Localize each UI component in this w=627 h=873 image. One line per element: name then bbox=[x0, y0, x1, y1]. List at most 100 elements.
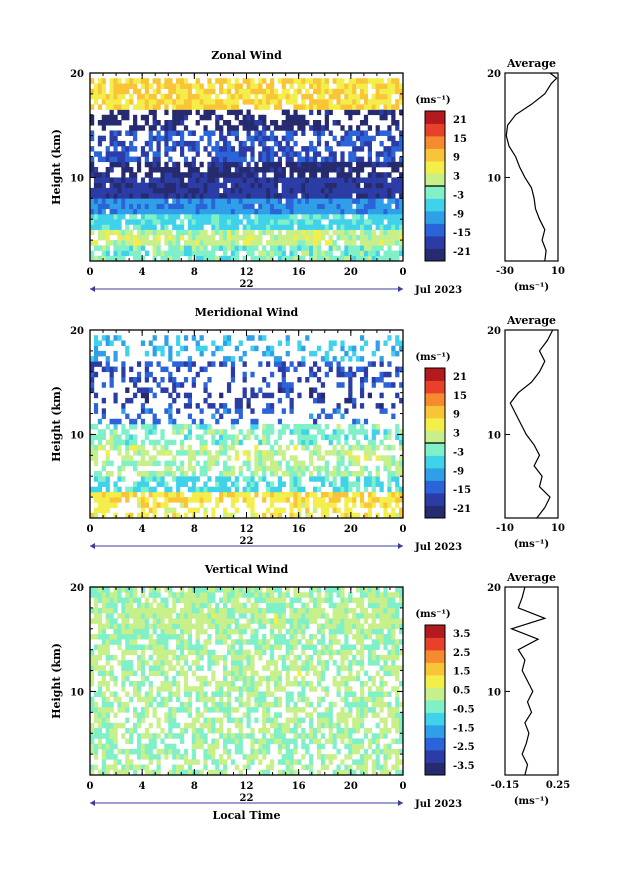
heatmap-cell bbox=[344, 240, 349, 246]
heatmap-cell bbox=[203, 387, 208, 393]
heatmap-cell bbox=[226, 161, 232, 168]
heatmap-cell bbox=[340, 161, 345, 168]
heatmap-cell bbox=[258, 250, 263, 257]
heatmap-cell bbox=[399, 491, 404, 498]
heatmap-cell bbox=[195, 460, 200, 467]
heatmap-cell bbox=[113, 497, 118, 503]
heatmap-cell bbox=[101, 408, 106, 414]
heatmap-cell bbox=[211, 224, 216, 230]
heatmap-cell bbox=[93, 392, 99, 399]
heatmap-cell bbox=[266, 717, 271, 724]
heatmap-cell bbox=[254, 99, 259, 105]
heatmap-cell bbox=[277, 104, 283, 110]
heatmap-cell bbox=[101, 649, 106, 656]
heatmap-cell bbox=[234, 455, 239, 461]
heatmap-cell bbox=[144, 187, 149, 194]
heatmap-cell bbox=[242, 146, 247, 152]
heatmap-cell bbox=[183, 250, 189, 257]
heatmap-cell bbox=[266, 728, 271, 734]
heatmap-cell bbox=[285, 769, 290, 776]
heatmap-cell bbox=[387, 712, 392, 718]
heatmap-cell bbox=[133, 748, 138, 755]
heatmap-cell bbox=[328, 439, 333, 446]
heatmap-cell bbox=[136, 245, 142, 251]
heatmap-cell bbox=[344, 408, 349, 414]
heatmap-cell bbox=[238, 413, 243, 420]
heatmap-cell bbox=[105, 681, 110, 687]
heatmap-cell bbox=[379, 198, 384, 204]
heatmap-cell bbox=[164, 172, 169, 178]
heatmap-cell bbox=[105, 644, 110, 650]
heatmap-cell bbox=[297, 361, 302, 367]
heatmap-cell bbox=[199, 743, 204, 750]
heatmap-cell bbox=[363, 644, 369, 650]
heatmap-cell bbox=[152, 665, 157, 671]
heatmap-cell bbox=[101, 255, 106, 262]
heatmap-cell bbox=[297, 759, 302, 765]
heatmap-cell bbox=[273, 177, 279, 183]
heatmap-cell bbox=[109, 733, 114, 739]
heatmap-cell bbox=[332, 88, 337, 95]
heatmap-cell bbox=[230, 177, 236, 183]
heatmap-cell bbox=[219, 234, 224, 241]
heatmap-cell bbox=[301, 502, 306, 508]
heatmap-cell bbox=[246, 193, 251, 199]
heatmap-cell bbox=[379, 229, 384, 236]
heatmap-cell bbox=[246, 403, 251, 409]
heatmap-cell bbox=[152, 471, 157, 477]
heatmap-cell bbox=[328, 361, 333, 367]
heatmap-cell bbox=[328, 130, 333, 136]
heatmap-cell bbox=[230, 444, 236, 451]
heatmap-cell bbox=[324, 722, 329, 729]
colorbar-swatch bbox=[425, 468, 445, 481]
heatmap-cell bbox=[164, 686, 169, 692]
heatmap-cell bbox=[238, 93, 243, 100]
heatmap-cell bbox=[97, 140, 103, 147]
heatmap-cell bbox=[156, 491, 161, 498]
heatmap-cell bbox=[375, 471, 380, 477]
heatmap-cell bbox=[129, 219, 134, 225]
heatmap-cell bbox=[352, 198, 357, 204]
heatmap-cell bbox=[309, 371, 314, 378]
heatmap-cell bbox=[254, 130, 259, 136]
heatmap-cell bbox=[101, 182, 106, 189]
heatmap-cell bbox=[109, 120, 114, 126]
heatmap-cell bbox=[254, 392, 259, 399]
heatmap-cell bbox=[375, 654, 380, 661]
heatmap-cell bbox=[379, 502, 384, 508]
heatmap-cell bbox=[383, 224, 388, 230]
heatmap-cell bbox=[230, 686, 236, 692]
heatmap-cell bbox=[90, 649, 95, 656]
heatmap-cell bbox=[328, 759, 333, 765]
heatmap-cell bbox=[125, 675, 130, 682]
heatmap-cell bbox=[136, 234, 142, 241]
heatmap-cell bbox=[140, 507, 146, 514]
heatmap-cell bbox=[191, 361, 196, 367]
heatmap-cell bbox=[332, 486, 337, 493]
heatmap-cell bbox=[160, 99, 165, 105]
heatmap-cell bbox=[117, 88, 122, 95]
heatmap-cell bbox=[301, 167, 306, 173]
heatmap-cell bbox=[391, 707, 396, 713]
heatmap-cell bbox=[176, 512, 181, 519]
colorbar-tick-label: -21 bbox=[453, 504, 471, 515]
heatmap-cell bbox=[348, 104, 353, 110]
heatmap-cell bbox=[230, 660, 236, 666]
heatmap-cell bbox=[101, 733, 106, 739]
heatmap-cell bbox=[395, 99, 400, 105]
heatmap-cell bbox=[399, 649, 404, 656]
heatmap-cell bbox=[215, 759, 220, 765]
heatmap-cell bbox=[266, 146, 271, 152]
heatmap-cell bbox=[136, 738, 142, 744]
heatmap-cell bbox=[226, 240, 232, 246]
heatmap-cell bbox=[97, 743, 103, 750]
heatmap-cell bbox=[164, 717, 169, 724]
heatmap-cell bbox=[90, 512, 95, 519]
heatmap-cell bbox=[258, 120, 263, 126]
heatmap-cell bbox=[375, 701, 380, 708]
heatmap-cell bbox=[168, 193, 173, 199]
heatmap-cell bbox=[305, 644, 310, 650]
heatmap-cell bbox=[266, 151, 271, 157]
heatmap-cell bbox=[367, 361, 372, 367]
heatmap-cell bbox=[93, 335, 99, 341]
